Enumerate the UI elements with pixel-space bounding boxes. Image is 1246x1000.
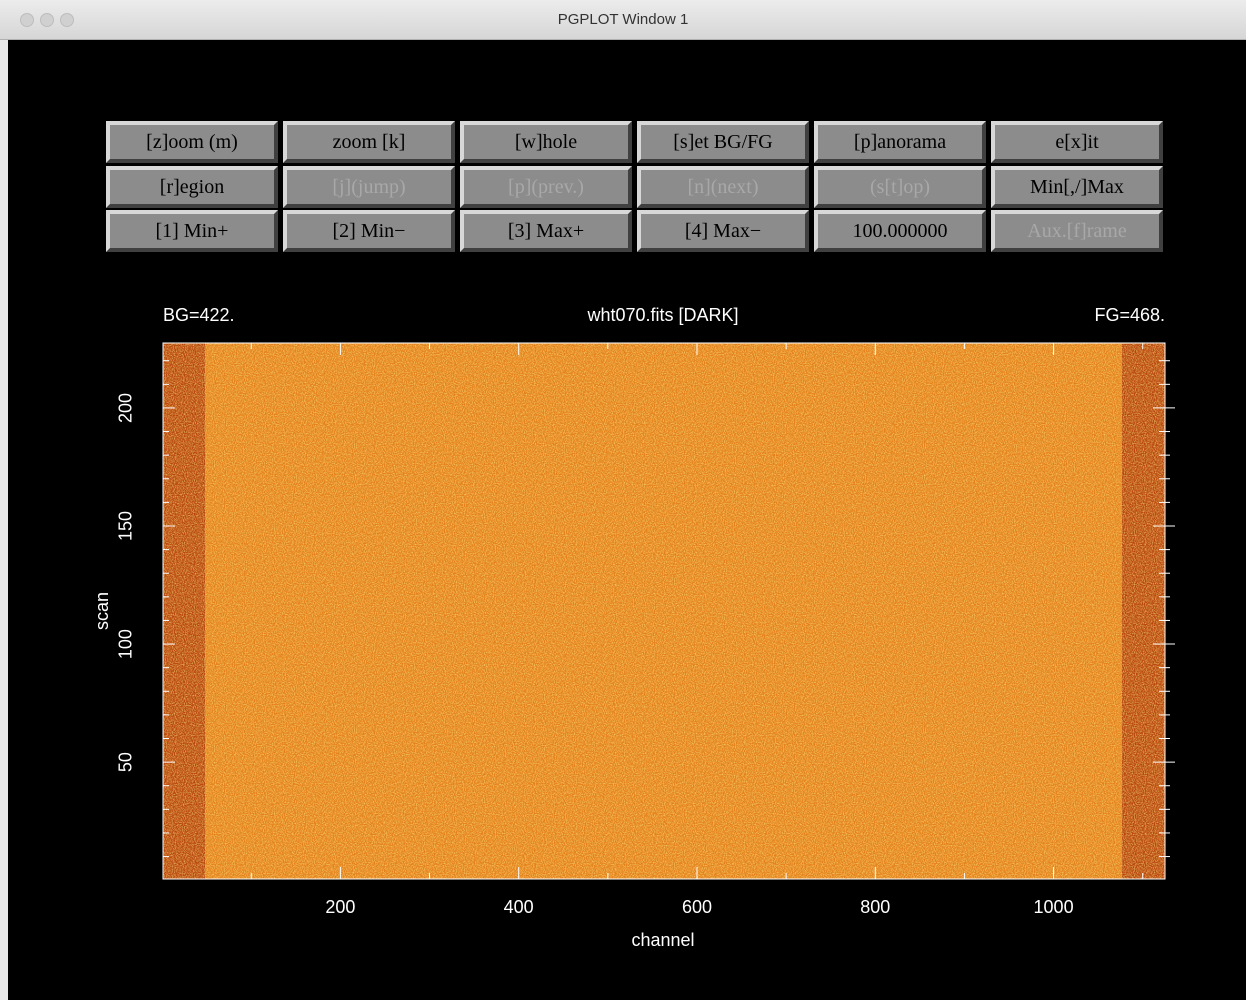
- x-tick-label: 1000: [1034, 897, 1074, 917]
- y-axis-label: scan: [92, 592, 112, 630]
- y-tick-label: 50: [116, 752, 136, 772]
- y-tick-label: 200: [116, 393, 136, 423]
- y-tick-label: 100: [116, 629, 136, 659]
- x-tick-label: 800: [860, 897, 890, 917]
- image: [163, 343, 1165, 879]
- x-axis-label: channel: [631, 930, 694, 950]
- y-tick-label: 150: [116, 511, 136, 541]
- plot: BG=422. wht070.fits [DARK] FG=468. chann…: [0, 0, 1246, 1000]
- x-tick-label: 600: [682, 897, 712, 917]
- pgplot-window: PGPLOT Window 1 [z]oom (m)zoom [k][w]hol…: [0, 0, 1246, 1000]
- bg-label: BG=422.: [163, 305, 235, 325]
- fg-label: FG=468.: [1094, 305, 1165, 325]
- x-tick-label: 400: [504, 897, 534, 917]
- plot-title: wht070.fits [DARK]: [586, 305, 738, 325]
- x-tick-label: 200: [325, 897, 355, 917]
